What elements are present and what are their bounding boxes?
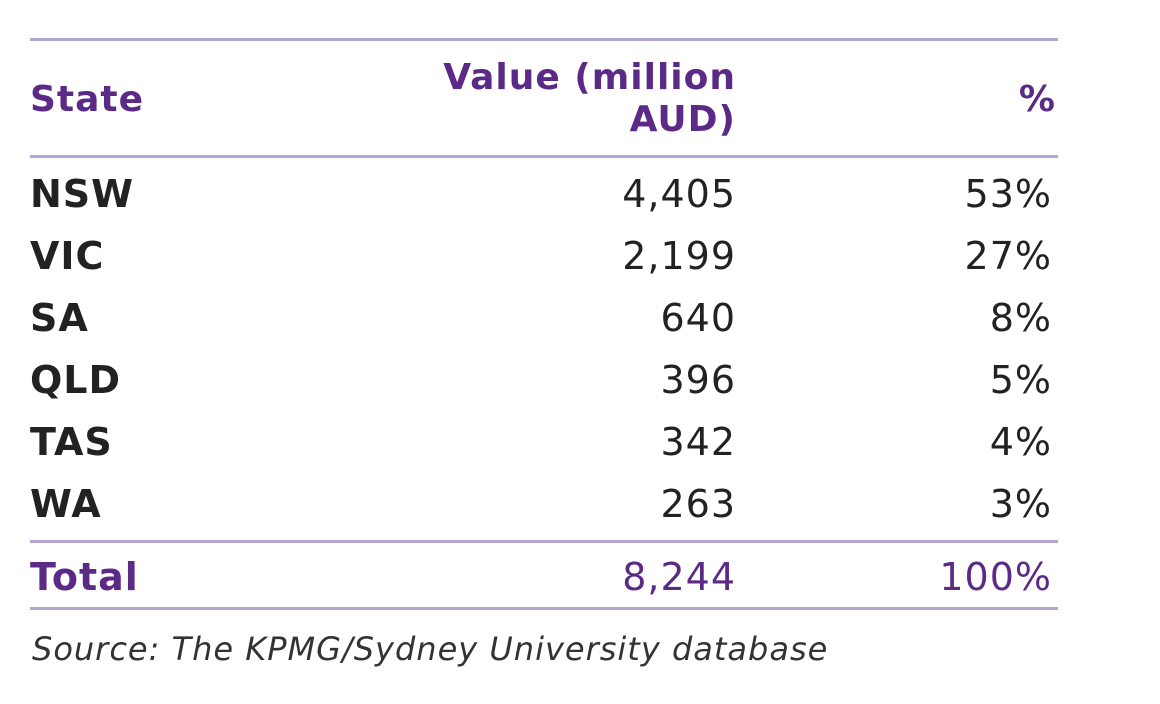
- row-percent: 5%: [989, 358, 1052, 402]
- header-value-line1: Value (million: [443, 57, 736, 98]
- table-row: TAS 342 4%: [30, 410, 1058, 472]
- row-state: VIC: [30, 234, 105, 278]
- row-value: 396: [660, 358, 736, 402]
- total-row: Total 8,244 100%: [30, 543, 1058, 607]
- header-value-line2: AUD): [629, 99, 736, 140]
- row-state: TAS: [30, 420, 113, 464]
- row-state: QLD: [30, 358, 122, 402]
- row-percent: 3%: [989, 482, 1052, 526]
- row-state: WA: [30, 482, 102, 526]
- total-label: Total: [30, 555, 139, 599]
- table-row: VIC 2,199 27%: [30, 224, 1058, 286]
- total-value: 8,244: [622, 555, 736, 599]
- header-value: Value (million AUD): [316, 57, 736, 141]
- row-percent: 8%: [989, 296, 1052, 340]
- source-note: Source: The KPMG/Sydney University datab…: [32, 630, 829, 668]
- row-value: 263: [660, 482, 736, 526]
- table-row: SA 640 8%: [30, 286, 1058, 348]
- row-value: 640: [660, 296, 736, 340]
- total-top-rule: [30, 540, 1058, 543]
- table-row: NSW 4,405 53%: [30, 162, 1058, 224]
- row-value: 4,405: [622, 172, 736, 216]
- row-percent: 27%: [964, 234, 1052, 278]
- row-percent: 53%: [964, 172, 1052, 216]
- header-rule: [30, 155, 1058, 158]
- row-percent: 4%: [989, 420, 1052, 464]
- row-state: SA: [30, 296, 89, 340]
- state-value-table: State Value (million AUD) % NSW 4,405 53…: [30, 38, 1058, 610]
- row-value: 342: [660, 420, 736, 464]
- table-body: NSW 4,405 53% VIC 2,199 27% SA 640 8% QL…: [30, 158, 1058, 540]
- row-state: NSW: [30, 172, 135, 216]
- total-percent: 100%: [939, 555, 1052, 599]
- bottom-rule: [30, 607, 1058, 610]
- table-header: State Value (million AUD) %: [30, 41, 1058, 155]
- header-percent: %: [1018, 79, 1056, 120]
- table-row: QLD 396 5%: [30, 348, 1058, 410]
- header-state: State: [30, 79, 145, 120]
- table-row: WA 263 3%: [30, 472, 1058, 534]
- top-rule: [30, 38, 1058, 41]
- row-value: 2,199: [622, 234, 736, 278]
